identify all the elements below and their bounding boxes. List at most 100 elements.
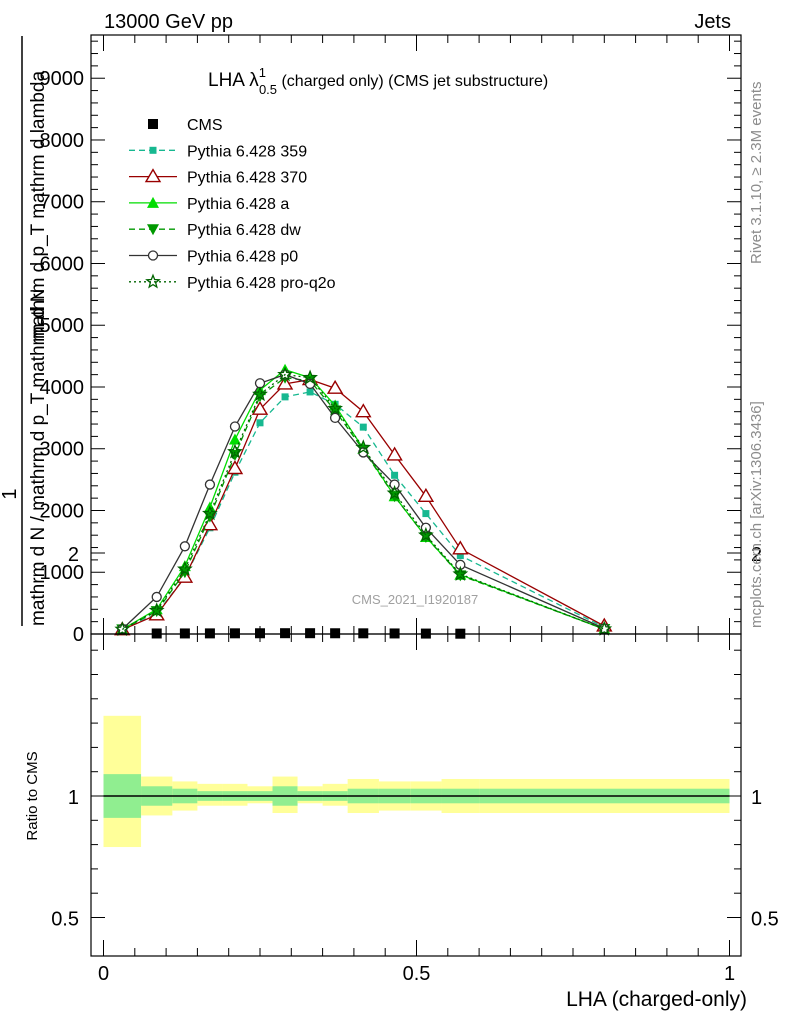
y-tick-label: 7000 [40, 192, 85, 214]
data-point [329, 412, 341, 424]
y-tick-label: 6000 [40, 253, 85, 275]
data-point [452, 565, 469, 581]
series-layer [114, 363, 613, 639]
legend-marker [147, 196, 159, 208]
legend-entry: Pythia 6.428 p0 [129, 249, 298, 266]
data-point [452, 540, 469, 555]
plot-title: LHA λ1 0.5 (charged only) (CMS jet substr… [208, 65, 548, 97]
legend-marker [148, 119, 158, 129]
legend-marker [147, 224, 159, 236]
mcplots-label: mcplots.cern.ch [arXiv:1306.3436] [748, 401, 765, 628]
ylabel-numerator: 1 [0, 488, 21, 499]
energy-label: 13000 GeV pp [104, 11, 233, 33]
series-6 [114, 366, 613, 637]
data-point [305, 628, 316, 639]
legend-entry: Pythia 6.428 359 [129, 143, 307, 160]
data-point [226, 460, 244, 475]
legend: CMS Pythia 6.428 359 Pythia 6.428 370 Pythi… [129, 117, 336, 292]
y-tick-label: 0 [73, 624, 84, 646]
data-point [306, 388, 314, 396]
y-tick-label: 3000 [40, 439, 85, 461]
data-point [252, 386, 268, 402]
ratio-y-tick-label: 0.5 [51, 909, 79, 931]
data-point [251, 400, 269, 415]
data-point [596, 620, 613, 636]
legend-entry: Pythia 6.428 pro-q2o [129, 273, 336, 292]
data-point [202, 505, 218, 521]
ratio-y-tick-label-right: 1 [751, 787, 762, 809]
data-point [355, 403, 372, 418]
data-point [151, 591, 162, 603]
data-point [179, 541, 191, 552]
data-point [358, 447, 369, 458]
data-point [386, 446, 403, 461]
legend-label: Pythia 6.428 p0 [187, 249, 298, 266]
legend-entry: Pythia 6.428 a [129, 196, 289, 213]
x-tick-label: 1 [724, 963, 735, 985]
x-tick-label: 0 [98, 963, 109, 985]
data-point [327, 400, 344, 416]
rivet-label: Rivet 3.1.10, ≥ 2.3M events [748, 82, 765, 265]
data-point [391, 471, 399, 479]
legend-entry: CMS [148, 117, 223, 134]
process-label: Jets [694, 11, 731, 33]
legend-label: Pythia 6.428 359 [187, 143, 307, 160]
plot-title-sup: 1 [259, 65, 266, 80]
data-point [148, 602, 165, 618]
x-axis-label: LHA (charged-only) [566, 988, 747, 1011]
ratio-y-tick-label: 1 [68, 787, 79, 809]
data-point [229, 628, 240, 639]
legend-label: Pythia 6.428 dw [187, 222, 301, 239]
legend-label: Pythia 6.428 370 [187, 170, 307, 187]
data-point [422, 510, 430, 518]
legend-entry: Pythia 6.428 dw [129, 222, 301, 239]
legend-marker [149, 146, 157, 154]
data-point [255, 628, 265, 639]
data-point [204, 628, 215, 639]
ratio-uncertainty-bands [103, 715, 730, 848]
data-point [358, 628, 369, 639]
legend-marker [144, 168, 162, 183]
legend-label: CMS [187, 117, 223, 134]
data-point [176, 560, 193, 576]
plot-title-main: LHA λ [208, 70, 259, 91]
y-tick-label: 4000 [40, 377, 85, 399]
data-point [456, 552, 464, 560]
y-tick-label: 9000 [40, 68, 85, 90]
analysis-watermark: CMS_2021_I1920187 [352, 592, 479, 607]
data-point [228, 433, 241, 445]
axis-ticks: 0 1000 2000 3000 4000 5000 6000 7000 8000 9000 0 0.… [40, 35, 779, 985]
data-point [277, 366, 293, 382]
data-point [386, 484, 403, 500]
legend-entry: Pythia 6.428 370 [129, 168, 307, 187]
series-line [121, 373, 605, 630]
ratio-y-tick-label: 2 [68, 544, 79, 566]
ylabel-denominator-lambda: mathrm d p_T mathrm d lambda [28, 71, 49, 342]
data-point [454, 570, 467, 582]
ratio-plot-frame [90, 633, 742, 957]
data-point [280, 628, 291, 639]
data-point [229, 421, 241, 432]
data-point [256, 419, 264, 427]
data-point [417, 487, 435, 502]
legend-label: Pythia 6.428 pro-q2o [187, 275, 336, 292]
plot-title-rest: (charged only) (CMS jet substructure) [277, 73, 548, 90]
data-point [326, 379, 344, 394]
y-tick-label: 5000 [40, 315, 85, 337]
plot-title-sub: 0.5 [259, 82, 277, 97]
ratio-y-tick-label-right: 0.5 [751, 909, 779, 931]
data-point [355, 439, 372, 455]
y-tick-label: 8000 [40, 130, 85, 152]
y-tick-label: 2000 [40, 500, 85, 522]
legend-marker [147, 250, 159, 261]
data-point [114, 621, 131, 637]
data-point [204, 479, 216, 490]
legend-label: Pythia 6.428 a [187, 196, 289, 213]
x-tick-label: 0.5 [403, 963, 431, 985]
y-tick-label: 1000 [40, 562, 85, 584]
ylabel-denominator: mathrm d N / mathrm d p_T mathrm d N [28, 288, 49, 626]
data-point [418, 526, 434, 542]
data-point [227, 443, 243, 459]
data-point [389, 479, 400, 490]
